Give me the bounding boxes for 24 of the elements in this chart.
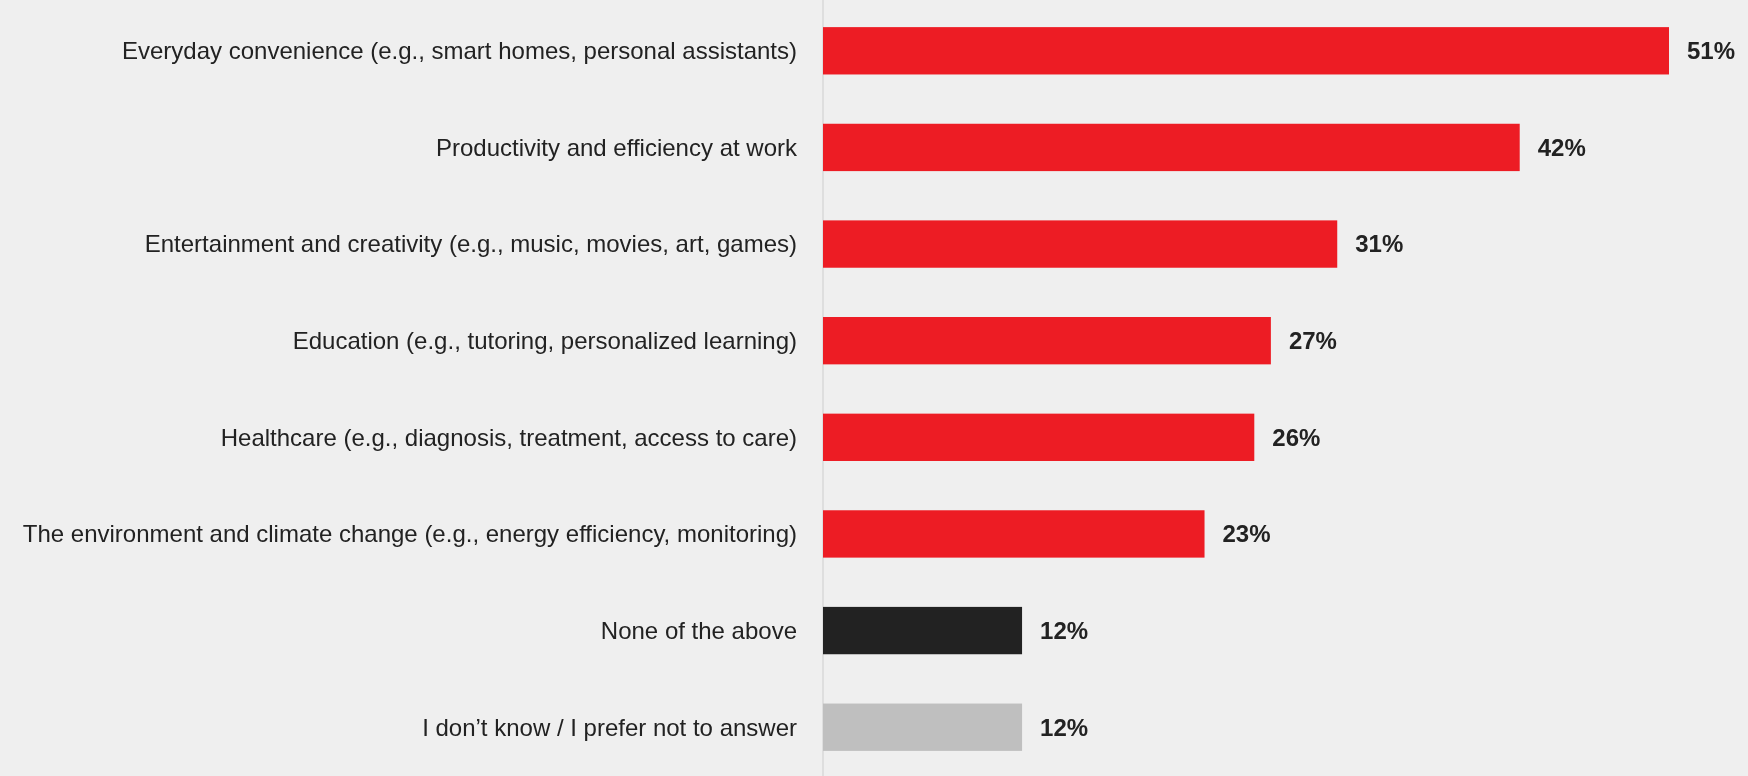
data-label: 26% — [1272, 423, 1321, 451]
y-tick-label: Productivity and efficiency at work — [435, 133, 798, 161]
bar — [823, 317, 1271, 365]
bar — [823, 510, 1205, 558]
data-label: 31% — [1355, 230, 1404, 258]
data-label: 27% — [1288, 327, 1337, 355]
y-tick-label: None of the above — [600, 616, 797, 644]
y-tick-label: Everyday convenience (e.g., smart homes, personal assistants) — [122, 37, 797, 65]
bar — [823, 27, 1669, 75]
y-tick-label: Entertainment and creativity (e.g., music, movies, art, games) — [144, 230, 797, 258]
data-label: 42% — [1537, 133, 1586, 161]
data-label: 12% — [1040, 616, 1089, 644]
data-label: 51% — [1687, 37, 1736, 65]
y-tick-label: I don’t know / I prefer not to answer — [422, 713, 798, 741]
bar — [823, 413, 1255, 461]
bar — [823, 606, 1023, 655]
y-tick-label: Healthcare (e.g., diagnosis, treatment, access to care) — [220, 423, 797, 451]
y-tick-label: The environment and climate change (e.g., energy efficiency, monitoring) — [22, 520, 797, 548]
bar — [823, 703, 1023, 751]
y-tick-label: Education (e.g., tutoring, personalized learning) — [292, 327, 797, 355]
bar — [823, 123, 1520, 172]
data-label: 23% — [1222, 520, 1271, 548]
data-label: 12% — [1040, 713, 1089, 741]
bar — [823, 220, 1338, 268]
